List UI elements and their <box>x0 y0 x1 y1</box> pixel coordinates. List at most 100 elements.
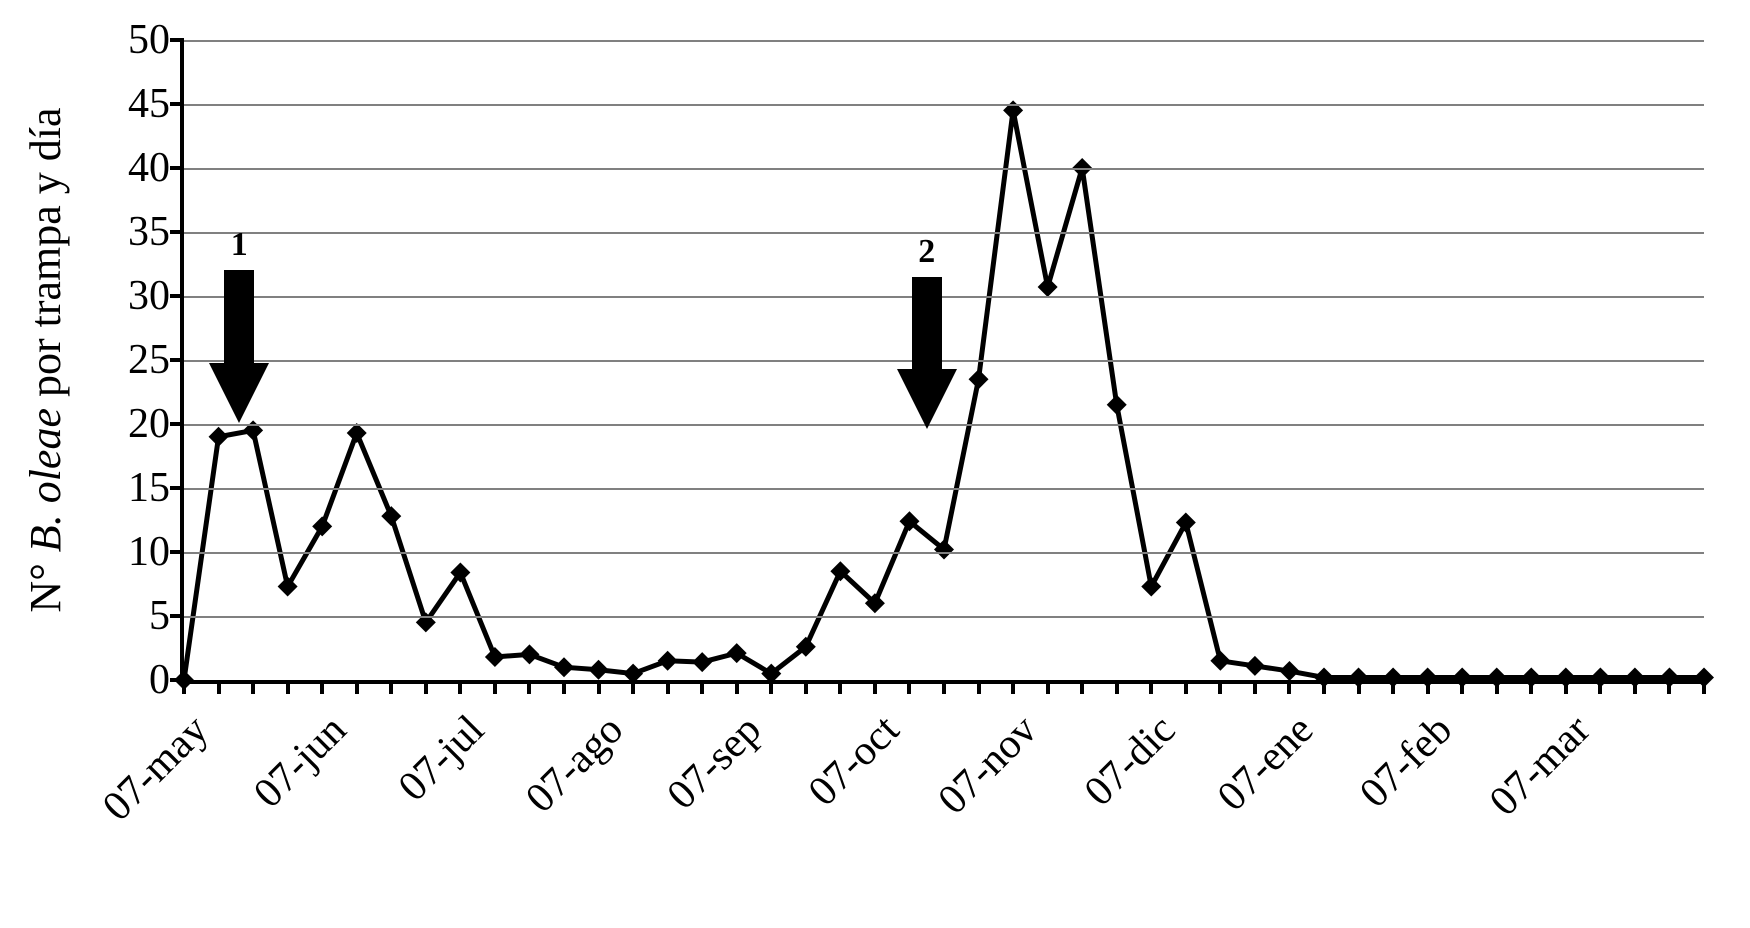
data-marker <box>209 427 229 447</box>
xtick-mark <box>735 680 739 694</box>
xtick-label: 07-dic <box>1075 706 1185 816</box>
xtick-mark <box>1391 680 1395 694</box>
data-marker <box>1245 656 1265 676</box>
xtick-mark <box>907 680 911 694</box>
data-marker <box>312 516 332 536</box>
xtick-mark <box>1460 680 1464 694</box>
xtick-mark <box>1184 680 1188 694</box>
xtick-mark <box>458 680 462 694</box>
data-marker <box>969 369 989 389</box>
xtick-mark <box>597 680 601 694</box>
data-marker <box>1107 395 1127 415</box>
gridline <box>184 552 1704 554</box>
xtick-mark <box>1322 680 1326 694</box>
data-marker <box>1279 661 1299 681</box>
data-marker <box>1038 277 1058 297</box>
xtick-mark <box>286 680 290 694</box>
gridline <box>184 168 1704 170</box>
xtick-label: 07-feb <box>1350 706 1461 817</box>
y-axis-label: N° B. oleae por trampa y día <box>20 40 80 680</box>
xtick-label: 07-may <box>93 706 218 831</box>
ytick-label: 45 <box>128 80 184 128</box>
xtick-label: 07-mar <box>1480 706 1600 826</box>
xtick-mark <box>320 680 324 694</box>
xtick-mark <box>838 680 842 694</box>
xtick-mark <box>1495 680 1499 694</box>
data-marker <box>554 657 574 677</box>
xtick-mark <box>355 680 359 694</box>
arrow-head-icon <box>209 363 269 423</box>
xtick-label: 07-oct <box>799 706 909 816</box>
arrow-head-icon <box>897 369 957 429</box>
xtick-label: 07-jul <box>389 706 494 811</box>
data-marker <box>1210 651 1230 671</box>
annotation-label: 2 <box>918 233 935 271</box>
xtick-mark <box>804 680 808 694</box>
data-marker <box>589 660 609 680</box>
gridline <box>184 616 1704 618</box>
gridline <box>184 40 1704 42</box>
xtick-label: 07-nov <box>929 706 1047 824</box>
xtick-mark <box>251 680 255 694</box>
xtick-mark <box>1115 680 1119 694</box>
data-marker <box>658 651 678 671</box>
data-marker <box>692 652 712 672</box>
gridline <box>184 104 1704 106</box>
ylabel-part-3: por trampa y día <box>21 107 70 408</box>
xtick-mark <box>1564 680 1568 694</box>
xtick-mark <box>389 680 393 694</box>
annotation-label: 1 <box>231 226 248 264</box>
xtick-mark <box>1633 680 1637 694</box>
ytick-label: 10 <box>128 528 184 576</box>
xtick-label: 07-jun <box>245 706 356 817</box>
ytick-label: 5 <box>149 592 184 640</box>
xtick-mark <box>1529 680 1533 694</box>
data-marker <box>519 644 539 664</box>
xtick-mark <box>1080 680 1084 694</box>
xtick-mark <box>562 680 566 694</box>
xtick-label: 07-sep <box>658 706 771 819</box>
arrow-shaft <box>224 270 254 365</box>
xtick-mark <box>1011 680 1015 694</box>
xtick-mark <box>1287 680 1291 694</box>
xtick-mark <box>873 680 877 694</box>
xtick-mark <box>1667 680 1671 694</box>
xtick-mark <box>1149 680 1153 694</box>
chart-container: N° B. oleae por trampa y día 05101520253… <box>0 0 1750 928</box>
gridline <box>184 488 1704 490</box>
xtick-mark <box>493 680 497 694</box>
xtick-mark <box>666 680 670 694</box>
data-marker <box>1176 513 1196 533</box>
xtick-mark <box>700 680 704 694</box>
data-marker <box>485 647 505 667</box>
xtick-mark <box>217 680 221 694</box>
gridline <box>184 232 1704 234</box>
plot-area: 0510152025303540455007-may07-jun07-jul07… <box>180 40 1704 684</box>
xtick-mark <box>424 680 428 694</box>
xtick-mark <box>1598 680 1602 694</box>
ytick-label: 25 <box>128 336 184 384</box>
ytick-label: 15 <box>128 464 184 512</box>
xtick-label: 07-ene <box>1209 706 1324 821</box>
ytick-label: 35 <box>128 208 184 256</box>
xtick-mark <box>1046 680 1050 694</box>
xtick-mark <box>182 680 186 694</box>
xtick-mark <box>1702 680 1706 694</box>
annotation-arrow <box>211 270 267 424</box>
ytick-label: 20 <box>128 400 184 448</box>
data-marker <box>1141 577 1161 597</box>
xtick-mark <box>1426 680 1430 694</box>
ylabel-italic: B. oleae <box>21 408 70 552</box>
xtick-mark <box>1253 680 1257 694</box>
ytick-label: 40 <box>128 144 184 192</box>
xtick-mark <box>942 680 946 694</box>
xtick-mark <box>631 680 635 694</box>
xtick-label: 07-ago <box>516 706 632 822</box>
ytick-label: 30 <box>128 272 184 320</box>
ylabel-part-1: N° <box>21 552 70 612</box>
xtick-mark <box>769 680 773 694</box>
data-marker <box>278 577 298 597</box>
xtick-mark <box>1218 680 1222 694</box>
ytick-label: 50 <box>128 16 184 64</box>
xtick-mark <box>977 680 981 694</box>
